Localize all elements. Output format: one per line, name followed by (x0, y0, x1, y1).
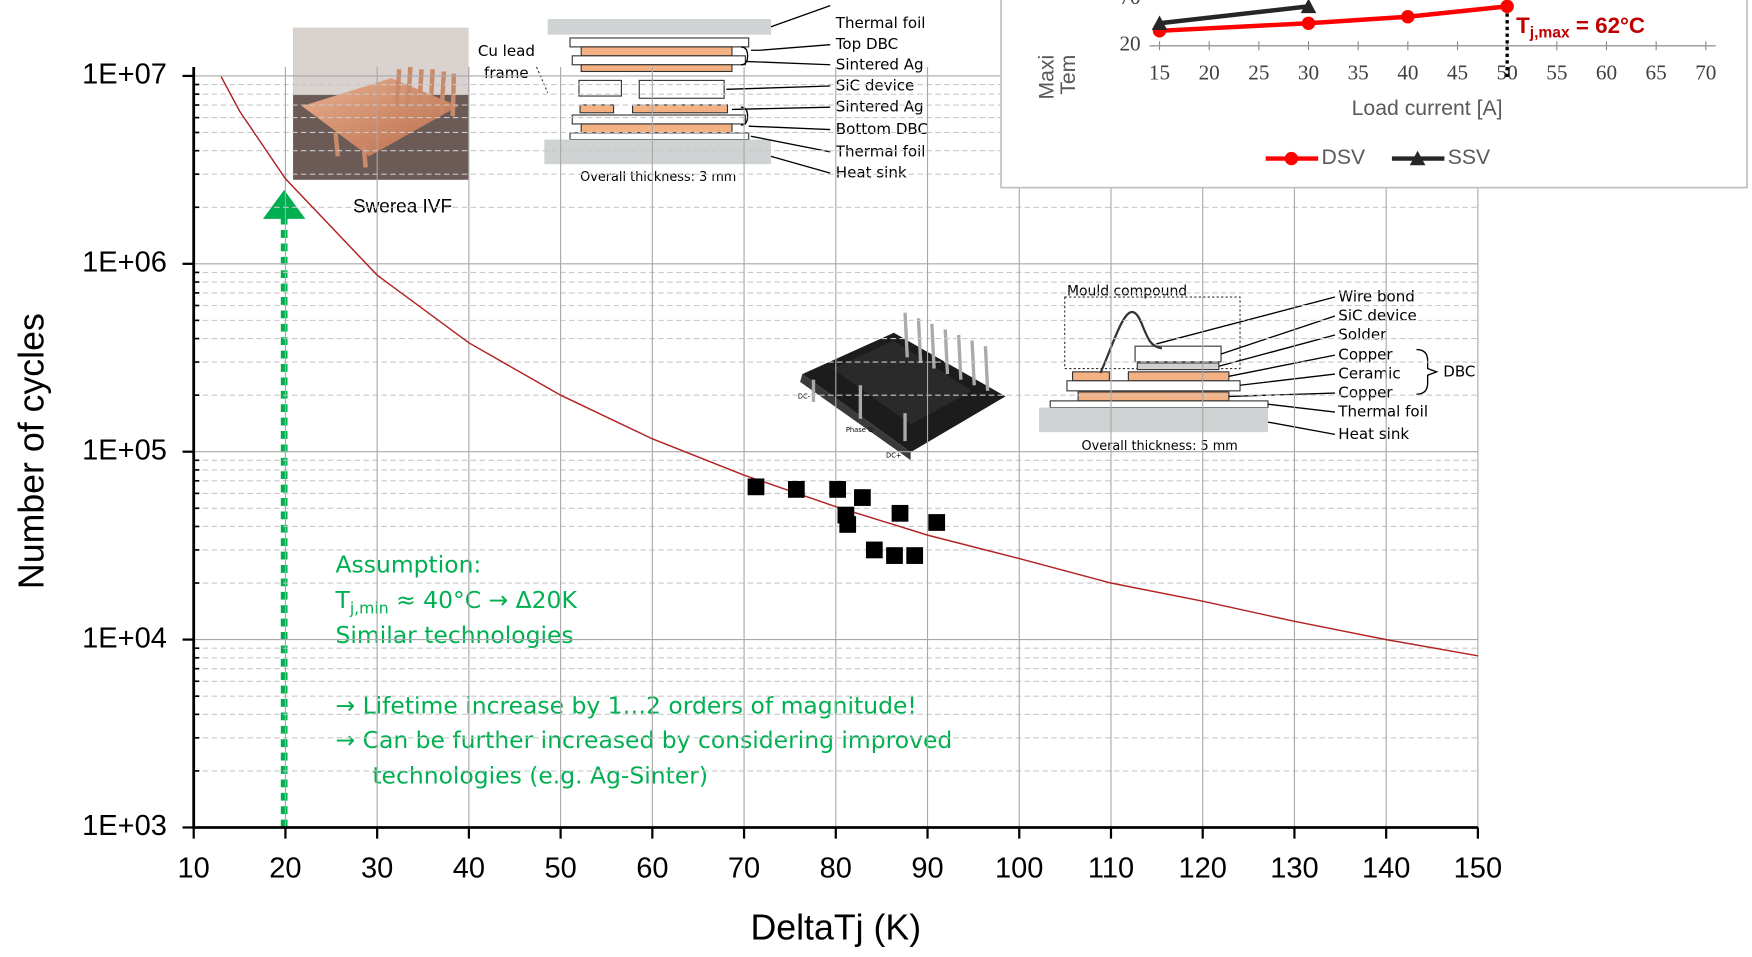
note-part: ≈ 40°C → Δ20K (389, 585, 578, 613)
ss-label: Copper (1338, 346, 1393, 364)
x-tick-label: 50 (1497, 61, 1518, 85)
x-tick-label: 30 (361, 853, 393, 885)
legend-label: DSV (1322, 146, 1366, 169)
y-tick-label: 1E+04 (82, 622, 167, 654)
main-chart: 1E+03 1E+04 1E+05 1E+06 1E+07 10 20 30 40 50 60 70 8… (11, 59, 1502, 948)
point (1500, 0, 1513, 13)
data-point (788, 481, 805, 498)
module-picture (800, 313, 1005, 460)
ds-lead-label: Cu lead (478, 42, 535, 60)
x-tick-label: 10 (178, 853, 210, 885)
y-axis-label: Maxi (1036, 55, 1059, 100)
data-point (829, 481, 846, 498)
ss-label: Heat sink (1338, 425, 1409, 443)
ds-diagram (537, 19, 772, 164)
point (1285, 152, 1298, 165)
y-tick-label: 1E+07 (82, 59, 167, 91)
y-tick-label: 1E+06 (82, 246, 167, 278)
x-tick-label: 90 (911, 853, 943, 885)
ss-label: Wire bond (1338, 288, 1415, 306)
x-tick-label: 20 (269, 853, 301, 885)
point (1302, 17, 1315, 30)
note-sub: j,min (349, 598, 389, 617)
x-tick-label: 100 (995, 853, 1043, 885)
x-tick-label: 120 (1178, 853, 1226, 885)
ss-label: Copper (1338, 384, 1393, 402)
x-tick-label: 140 (1362, 853, 1410, 885)
data-point (854, 489, 871, 506)
ss-mould: Mould compound (1067, 283, 1187, 299)
ss-group: DBC (1443, 362, 1475, 380)
y-tick-label: 20 (1119, 32, 1140, 56)
point (1401, 10, 1414, 23)
x-tick-label: 60 (1596, 61, 1617, 85)
y-tick-label: 1E+05 (82, 434, 167, 466)
data-point (928, 514, 945, 531)
annotation-part: T (1516, 13, 1530, 38)
data-point (866, 542, 883, 559)
x-tick-label: 110 (1088, 853, 1134, 885)
x-tick-label: 20 (1199, 61, 1220, 85)
x-tick-label: 40 (1397, 61, 1418, 85)
inset-chart: 20 70 15 20 25 30 35 40 45 50 55 60 65 70 Load current… (1001, 0, 1747, 188)
data-point (748, 478, 765, 495)
ss-label: Ceramic (1338, 365, 1400, 383)
x-tick-label: 15 (1149, 61, 1170, 85)
ds-label: SiC device (836, 76, 915, 94)
x-tick-label: 60 (636, 853, 668, 885)
ds-label: Heat sink (836, 164, 907, 182)
page: {"chart_data": [ {"type": "scatter", "x_… (0, 0, 1752, 957)
x-tick-label: 40 (453, 853, 485, 885)
note: → Lifetime increase by 1…2 orders of mag… (336, 691, 917, 719)
legend-label: SSV (1448, 146, 1491, 169)
data-point (892, 505, 909, 522)
y-axis-label: Tem (1057, 55, 1080, 95)
ss-diagram (1039, 297, 1268, 432)
x-tick-label: 70 (728, 853, 760, 885)
x-tick-label: 150 (1454, 853, 1502, 885)
module-label: Phase U (846, 426, 873, 434)
data-point (886, 547, 903, 564)
ds-label: Bottom DBC (836, 120, 928, 138)
ss-label: Solder (1338, 326, 1387, 344)
data-point (906, 547, 923, 564)
annotation-part: = 62°C (1570, 13, 1645, 38)
note: technologies (e.g. Ag-Sinter) (372, 762, 708, 790)
ds-label: Top DBC (835, 35, 898, 53)
ds-label: Sintered Ag (836, 55, 924, 73)
x-tick-label: 30 (1298, 61, 1319, 85)
ss-label: SiC device (1338, 307, 1417, 325)
x-tick-label: 55 (1546, 61, 1567, 85)
note: → Can be further increased by considerin… (336, 726, 953, 754)
note-part: T (335, 585, 351, 613)
note: Tj,min ≈ 40°C → Δ20K (335, 585, 578, 617)
module-label: DC- (798, 392, 811, 400)
x-tick-label: 45 (1447, 61, 1468, 85)
figure: Swerea IVF Cu lead frame Thermal foil To… (0, 0, 1752, 957)
x-tick-label: 80 (820, 853, 852, 885)
x-tick-label: 35 (1348, 61, 1369, 85)
x-tick-label: 70 (1695, 61, 1716, 85)
ds-thickness: Overall thickness: 3 mm (580, 170, 736, 185)
module-label: DC+ (886, 452, 901, 460)
x-tick-label: 65 (1646, 61, 1667, 85)
ds-label: Sintered Ag (836, 98, 924, 116)
x-tick-label: 130 (1270, 853, 1318, 885)
x-axis-label: DeltaTj (K) (750, 908, 921, 948)
ss-label: Thermal foil (1337, 403, 1428, 421)
x-tick-label: 25 (1248, 61, 1269, 85)
note: Similar technologies (336, 621, 574, 649)
ds-lead-label: frame (484, 64, 529, 82)
annotation-part: j,max (1529, 25, 1570, 42)
y-tick-label: 70 (1119, 0, 1140, 9)
x-tick-label: 50 (544, 853, 576, 885)
ds-label: Thermal foil (835, 14, 926, 32)
x-axis-label: Load current [A] (1352, 97, 1503, 120)
data-point (839, 516, 856, 533)
note: Assumption: (336, 551, 482, 579)
y-tick-label: 1E+03 (82, 810, 167, 842)
ds-label: Thermal foil (835, 142, 926, 160)
y-axis-label: Number of cycles (11, 313, 51, 589)
photo (293, 28, 468, 180)
